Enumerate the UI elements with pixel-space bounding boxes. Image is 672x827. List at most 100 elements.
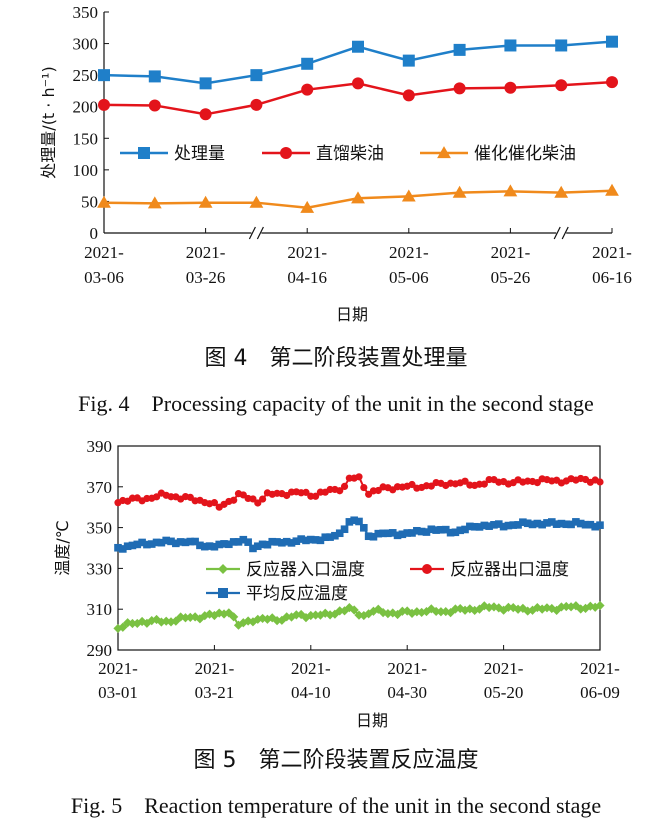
- x-tick-label: 06-09: [580, 683, 620, 702]
- series-3-point: [239, 535, 248, 544]
- axis-break-mark: [553, 226, 561, 240]
- figure-5-caption-en: Fig. 5 Reaction temperature of the unit …: [70, 793, 602, 818]
- series-3-point: [417, 527, 426, 536]
- series-3-point: [413, 526, 421, 535]
- series-3-point: [451, 528, 460, 537]
- series-3-point: [186, 537, 195, 546]
- x-tick-label: 2021-: [186, 243, 226, 262]
- series-1-point: [330, 609, 340, 619]
- series-2-point: [98, 98, 110, 111]
- figure-4-caption-en: Fig. 4 Processing capacity of the unit i…: [78, 391, 594, 416]
- axis-break-mark: [561, 226, 569, 240]
- axis-break-gap: [556, 227, 567, 239]
- x-tick-label: 03-01: [98, 683, 138, 702]
- series-3-point: [147, 196, 162, 209]
- series-3-point: [181, 538, 190, 547]
- chart-reaction-temperature: 290 310 330 350 370 390 2021- 03-01 2021- 03-21 20…: [53, 437, 620, 730]
- series-3-point: [287, 539, 296, 547]
- x-tick-label: 06-16: [592, 268, 632, 287]
- series-3-point: [331, 531, 339, 540]
- y-tick-label: 290: [87, 641, 113, 660]
- series-3-point: [278, 538, 286, 547]
- series-3-point: [403, 529, 411, 537]
- series-3-point: [210, 542, 219, 551]
- series-3-point: [470, 522, 479, 531]
- series-3-point: [554, 185, 569, 198]
- y-tick-label: 310: [87, 600, 113, 619]
- x-tick-label: 03-06: [84, 268, 124, 287]
- x-tick-label: 2021-: [580, 659, 620, 678]
- series-1-point: [248, 617, 258, 627]
- series-3-point: [485, 522, 493, 530]
- x-tick-label: 2021-: [84, 243, 124, 262]
- series-3-point: [326, 533, 334, 541]
- series-2-point: [230, 496, 238, 504]
- series-1-point: [460, 605, 470, 615]
- series-1-point: [127, 618, 138, 629]
- series-2-point: [453, 82, 466, 95]
- series-1-point: [250, 69, 263, 82]
- series-3-point: [152, 538, 161, 547]
- x-tick-label: 05-26: [491, 268, 531, 287]
- figure-4: 0 50 100 150 200 250 300 350 2021- 03-06 2021- 03-2…: [39, 3, 632, 416]
- series-3-point: [97, 195, 111, 208]
- legend-label: 反应器入口温度: [246, 560, 365, 580]
- series-3-point: [461, 525, 469, 534]
- series-2-point: [249, 495, 257, 503]
- series-2-point: [301, 83, 314, 96]
- series-3-point: [196, 541, 204, 550]
- x-tick-label: 2021-: [287, 243, 327, 262]
- series-3-point: [519, 518, 527, 526]
- series-2-point: [596, 478, 604, 486]
- series-3-point: [369, 532, 378, 541]
- series-3-point: [302, 536, 310, 545]
- series-3-point: [528, 520, 537, 529]
- series-1-point: [359, 610, 369, 621]
- y-tick-label: 100: [73, 161, 99, 180]
- series-3-point: [225, 540, 233, 549]
- axis-break-mark: [256, 226, 264, 240]
- x-tick-label: 03-26: [186, 268, 226, 287]
- series-2-point: [360, 483, 368, 492]
- series-3-point: [499, 522, 508, 531]
- x-tick-label: 2021-: [387, 659, 427, 678]
- chart-processing-capacity: 0 50 100 150 200 250 300 350 2021- 03-06 2021- 03-2…: [39, 3, 632, 324]
- x-tick-label: 2021-: [98, 659, 138, 678]
- series-2-point: [555, 79, 568, 92]
- series-1-point: [238, 618, 248, 628]
- y-tick-label: 390: [87, 437, 113, 456]
- axis-break-mark: [248, 226, 256, 240]
- y-tick-label: 330: [87, 559, 113, 578]
- series-3-point: [123, 542, 132, 551]
- series-3-point: [552, 520, 561, 528]
- series-2-point: [504, 81, 517, 94]
- series-3-point: [263, 540, 272, 549]
- series-2-point: [250, 98, 263, 111]
- series-3-point: [268, 537, 277, 546]
- series-3-point: [119, 545, 127, 553]
- series-3-point: [581, 520, 590, 529]
- series-3-point: [456, 526, 465, 535]
- series-1-point: [489, 602, 499, 612]
- series-3-point: [401, 189, 416, 202]
- series-1-point: [373, 604, 383, 614]
- x-axis-label: 日期: [336, 305, 368, 324]
- series-2-point: [259, 495, 267, 503]
- x-tick-label: 04-30: [387, 683, 427, 702]
- series-3-point: [292, 537, 301, 545]
- y-tick-label: 350: [87, 519, 113, 538]
- series-2-point: [606, 76, 618, 89]
- series-1-point: [311, 610, 321, 620]
- figure-4-caption-cn: 图 4 第二阶段装置处理量: [204, 346, 468, 371]
- x-tick-label: 2021-: [484, 659, 524, 678]
- legend-label: 反应器出口温度: [450, 560, 569, 580]
- series-3-point: [138, 538, 146, 547]
- series-3-point: [162, 536, 170, 545]
- series-1-point: [352, 40, 364, 53]
- series-3-point: [167, 537, 175, 546]
- series-1-point: [555, 39, 568, 52]
- series-2-point: [480, 480, 488, 488]
- series-3-point: [282, 537, 291, 546]
- series-2-point: [336, 487, 344, 495]
